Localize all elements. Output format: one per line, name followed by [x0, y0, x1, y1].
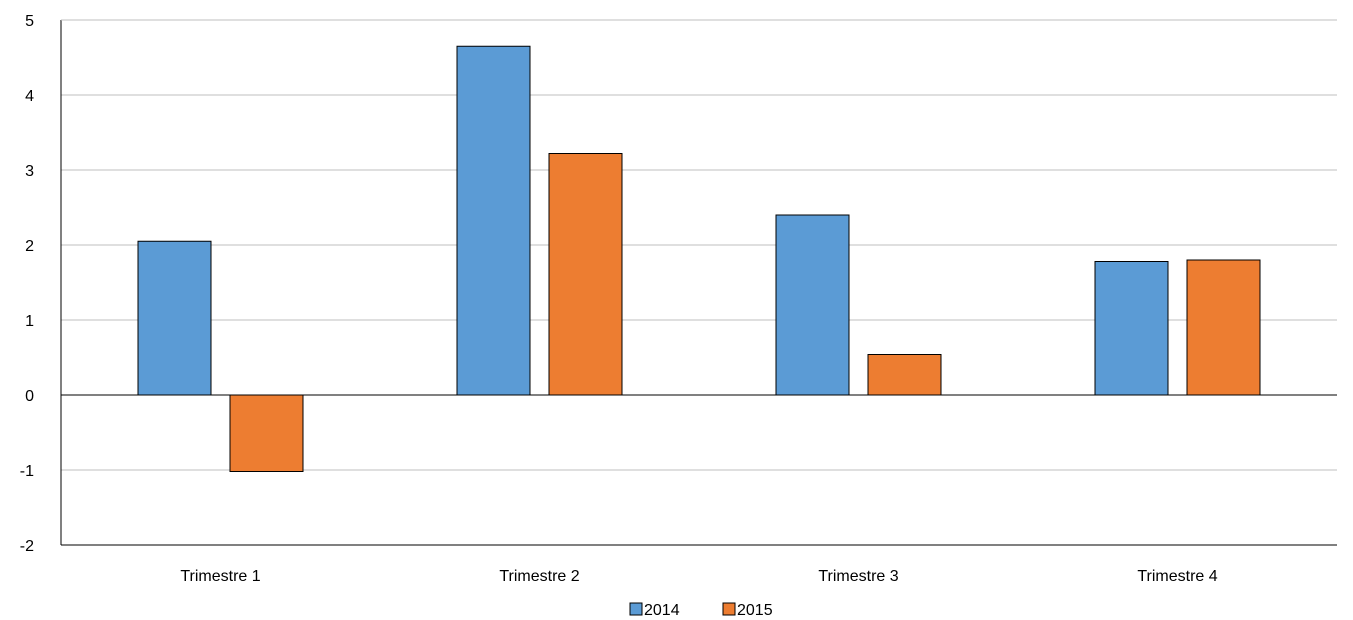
bar-2015-1 [229, 394, 304, 472]
category-label-3: Trimestre 3 [818, 568, 898, 585]
legend-label-2015: 2015 [737, 602, 773, 619]
y-axis-tick-labels: 5 4 3 2 1 0 -1 -2 [20, 13, 34, 555]
y-tick-label: 1 [25, 313, 34, 330]
y-tick-label: 3 [25, 163, 34, 180]
legend-label-2014: 2014 [644, 602, 680, 619]
axes [60, 19, 1337, 546]
bar-2014-4 [1094, 261, 1169, 396]
legend-swatch-2014 [629, 602, 643, 616]
y-tick-label: 2 [25, 238, 34, 255]
bar-2014-1 [137, 240, 212, 396]
category-label-1: Trimestre 1 [180, 568, 260, 585]
bar-2015-4 [1186, 259, 1261, 396]
legend: 2014 2015 [629, 602, 773, 619]
y-tick-label: 0 [25, 388, 34, 405]
x-axis-category-labels: Trimestre 1 Trimestre 2 Trimestre 3 Trim… [180, 568, 1217, 585]
bars [137, 45, 1261, 472]
category-label-4: Trimestre 4 [1137, 568, 1217, 585]
category-label-2: Trimestre 2 [499, 568, 579, 585]
y-tick-label: 5 [25, 13, 34, 30]
legend-swatch-2015 [722, 602, 736, 616]
bar-2015-3 [867, 354, 942, 396]
bar-2014-3 [775, 214, 850, 396]
y-tick-label: -1 [20, 463, 34, 480]
y-tick-label: 4 [25, 88, 34, 105]
bar-2014-2 [456, 45, 531, 396]
bar-2015-2 [548, 153, 623, 396]
y-tick-label: -2 [20, 538, 34, 555]
